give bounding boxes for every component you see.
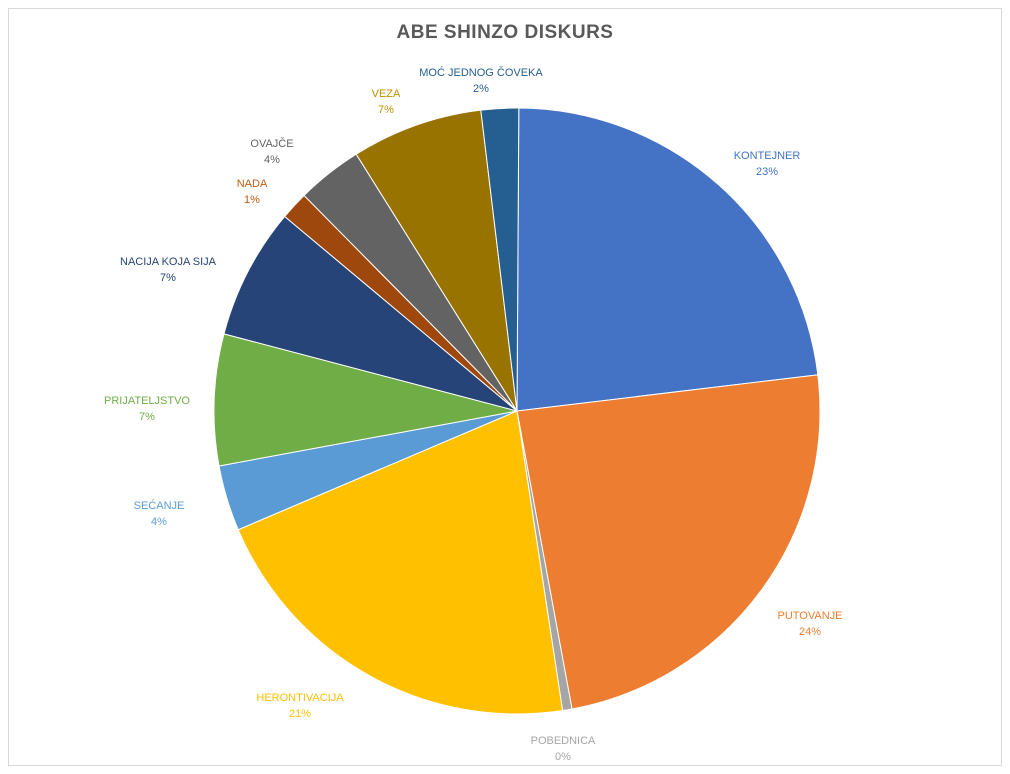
- slice-label-percent: 2%: [473, 83, 489, 95]
- slice-label: HERONTIVACIJA 21%: [256, 690, 343, 722]
- slice-label-percent: 7%: [139, 411, 155, 423]
- slice-label-name: VEZA: [371, 88, 401, 100]
- pie-slice-herontivacija: [237, 410, 564, 715]
- slice-label: PRIJATELJSTVO 7%: [104, 393, 190, 425]
- slice-label: NADA 1%: [237, 176, 268, 208]
- slice-label-name: NACIJA KOJA SIJA: [120, 256, 216, 268]
- slice-label: OVAJČE 4%: [250, 136, 293, 168]
- pie-slice-veza: [355, 109, 518, 412]
- slice-label-percent: 4%: [151, 516, 167, 528]
- slice-label-percent: 0%: [555, 751, 571, 763]
- chart-title: ABE SHINZO DISKURS: [396, 22, 614, 43]
- slice-label-name: HERONTIVACIJA: [256, 692, 344, 704]
- slice-label: POBEDNICA 0%: [531, 733, 596, 765]
- slice-label-name: PUTOVANJE: [777, 610, 843, 622]
- slice-label-name: SEĆANJE: [133, 500, 185, 512]
- pie-slice-mo-jednog-oveka: [480, 107, 520, 412]
- pie-slice-kontejner: [516, 107, 819, 412]
- slice-label: KONTEJNER 23%: [734, 148, 801, 180]
- slice-label-percent: 7%: [160, 272, 176, 284]
- slice-label-percent: 21%: [288, 708, 312, 720]
- slice-label-name: PRIJATELJSTVO: [104, 395, 190, 407]
- slice-label-name: OVAJČE: [250, 138, 294, 150]
- slice-label-percent: 4%: [264, 154, 280, 166]
- slice-label-name: MOĆ JEDNOG ČOVEKA: [419, 67, 543, 79]
- slice-label-percent: 1%: [244, 194, 260, 206]
- pie-slice-nacija-koja-sija: [223, 215, 518, 412]
- slice-label-percent: 23%: [755, 166, 779, 178]
- slice-label-name: NADA: [236, 178, 268, 190]
- slice-label: MOĆ JEDNOG ČOVEKA 2%: [419, 65, 542, 97]
- pie-slice-prijateljstvo: [213, 333, 518, 467]
- slice-label: PUTOVANJE 24%: [778, 608, 843, 640]
- pie-slice-putovanje: [516, 374, 821, 710]
- slice-label: SEĆANJE 4%: [134, 498, 185, 530]
- slice-label-name: KONTEJNER: [733, 150, 801, 162]
- slice-label-name: POBEDNICA: [530, 735, 596, 747]
- slice-label-percent: 24%: [798, 626, 822, 638]
- slice-label: NACIJA KOJA SIJA 7%: [120, 254, 216, 286]
- slice-label: VEZA 7%: [372, 86, 401, 118]
- slice-label-percent: 7%: [378, 104, 394, 116]
